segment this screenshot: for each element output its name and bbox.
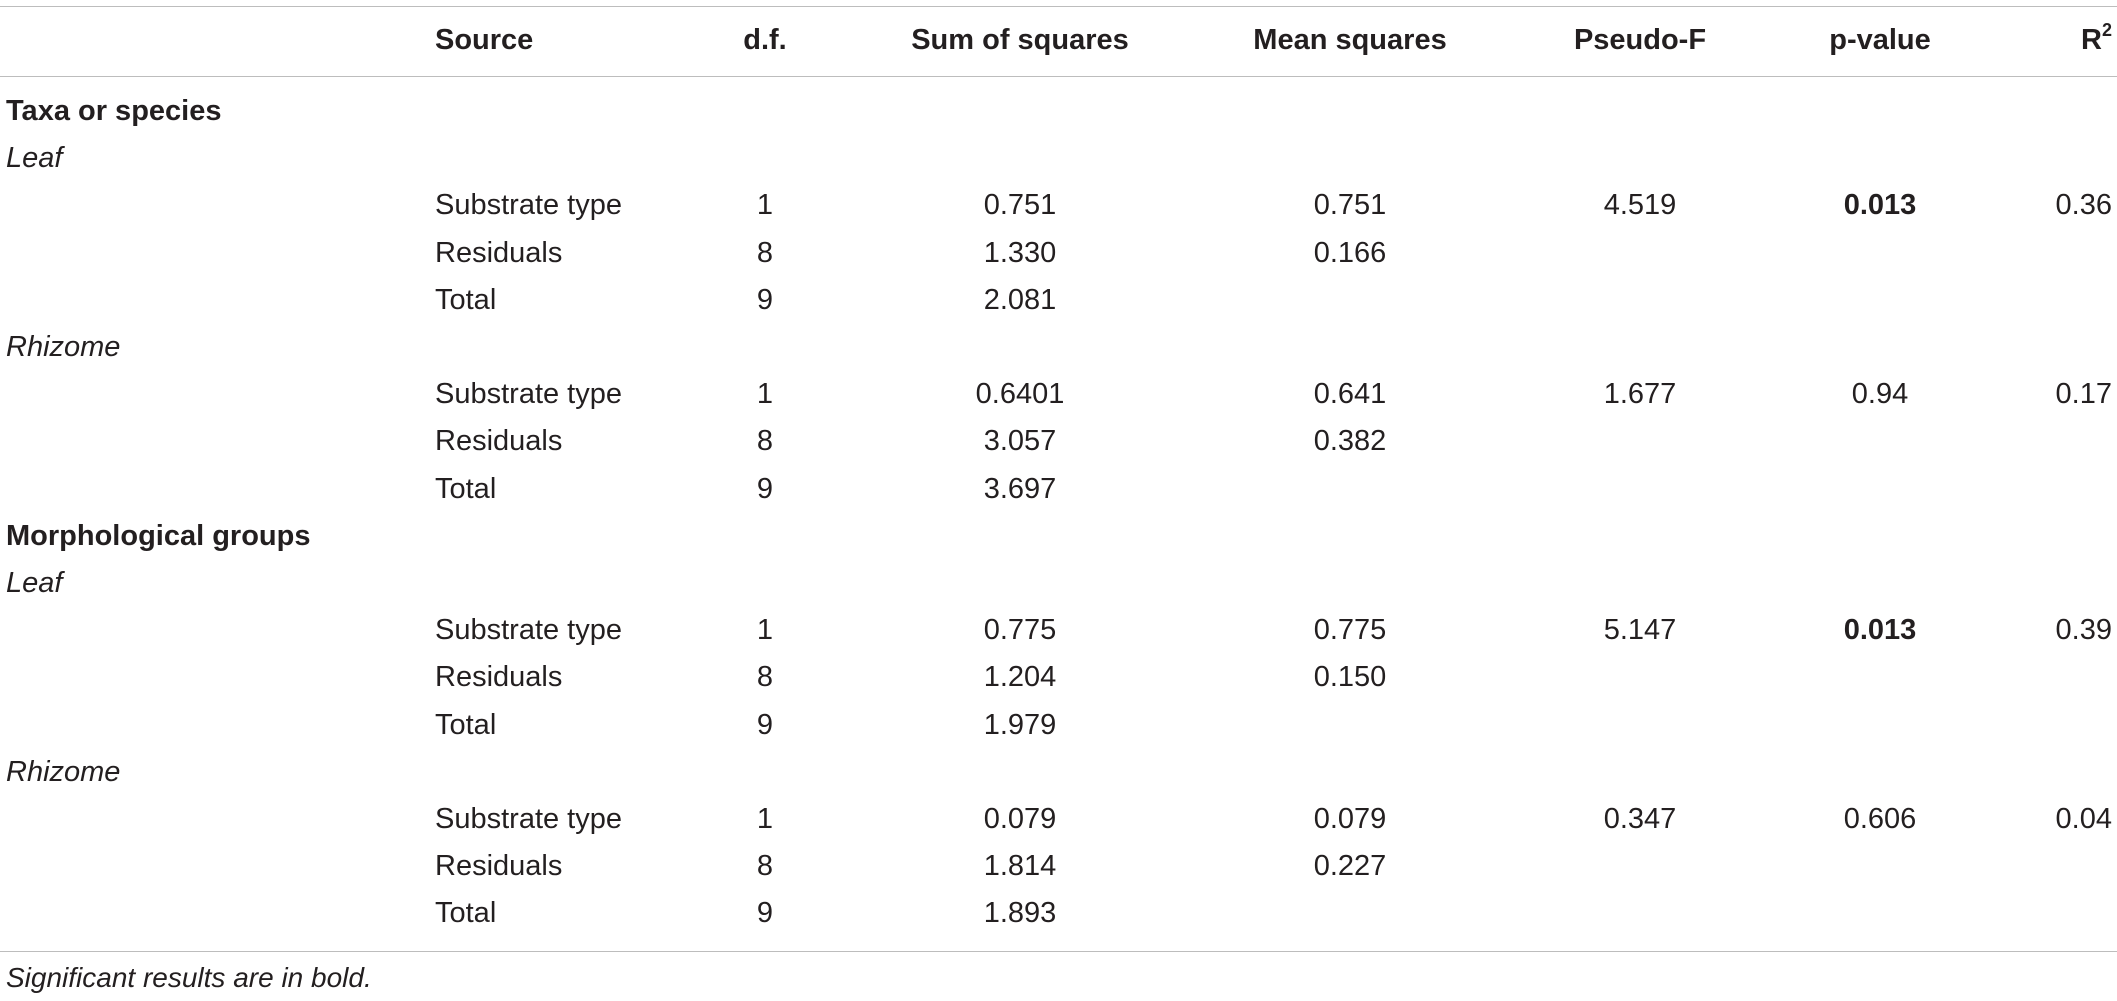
source-cell: Substrate type: [435, 803, 622, 835]
df-cell: 8: [756, 850, 774, 882]
table-row: Total 9 3.697: [0, 466, 2117, 513]
source-cell: Residuals: [435, 661, 563, 693]
df-cell: 1: [756, 614, 774, 646]
header-r2-superscript: 2: [2101, 20, 2112, 41]
subsection-title: Rhizome: [6, 331, 121, 363]
p-value-cell: 0.013: [1843, 614, 1917, 646]
table-row: Substrate type 1 0.6401 0.641 1.677 0.94 0.17: [0, 371, 2117, 418]
source-cell: Substrate type: [435, 614, 622, 646]
header-r-squared: R2: [2010, 17, 2112, 64]
r-squared-cell: 0.04: [2055, 803, 2112, 835]
mean-squares-cell: 0.382: [1313, 425, 1387, 457]
source-cell: Total: [435, 473, 497, 505]
sum-of-squares-cell: 1.814: [983, 850, 1057, 882]
df-cell: 1: [756, 803, 774, 835]
table-row: Residuals 8 1.814 0.227: [0, 843, 2117, 890]
header-sum-of-squares: Sum of squares: [911, 24, 1129, 56]
p-value-cell: 0.606: [1843, 803, 1917, 835]
table-row: Total 9 2.081: [0, 277, 2117, 324]
subsection-row: Leaf: [0, 560, 2117, 607]
sum-of-squares-cell: 1.893: [983, 897, 1057, 929]
header-p-value: p-value: [1829, 24, 1931, 56]
df-cell: 9: [756, 709, 774, 741]
df-cell: 9: [756, 284, 774, 316]
mean-squares-cell: 0.079: [1313, 803, 1387, 835]
r-squared-cell: 0.36: [2055, 189, 2112, 221]
header-source: Source: [435, 24, 534, 56]
subsection-title: Rhizome: [6, 756, 121, 788]
table-row: Substrate type 1 0.079 0.079 0.347 0.606 0.04: [0, 796, 2117, 843]
mean-squares-cell: 0.150: [1313, 661, 1387, 693]
table-row: Residuals 8 3.057 0.382: [0, 418, 2117, 465]
pseudo-f-cell: 1.677: [1603, 378, 1677, 410]
subsection-title: Leaf: [6, 142, 63, 174]
source-cell: Residuals: [435, 425, 563, 457]
table-bottom-rule: [0, 951, 2117, 952]
table-row: Residuals 8 1.204 0.150: [0, 654, 2117, 701]
df-cell: 8: [756, 425, 774, 457]
table-row: Substrate type 1 0.751 0.751 4.519 0.013 0.36: [0, 182, 2117, 229]
header-pseudo-f: Pseudo-F: [1573, 24, 1707, 56]
table-footnote: Significant results are in bold.: [6, 962, 372, 993]
subsection-row: Rhizome: [0, 324, 2117, 371]
mean-squares-cell: 0.751: [1313, 189, 1387, 221]
df-cell: 9: [756, 473, 774, 505]
pseudo-f-cell: 5.147: [1603, 614, 1677, 646]
header-mean-squares: Mean squares: [1253, 24, 1447, 56]
sum-of-squares-cell: 1.330: [983, 237, 1057, 269]
p-value-cell: 0.013: [1843, 189, 1917, 221]
table-row: Total 9 1.893: [0, 890, 2117, 937]
p-value-cell: 0.94: [1851, 378, 1909, 410]
sum-of-squares-cell: 3.697: [983, 473, 1057, 505]
source-cell: Total: [435, 897, 497, 929]
sum-of-squares-cell: 1.204: [983, 661, 1057, 693]
pseudo-f-cell: 4.519: [1603, 189, 1677, 221]
table-row: Substrate type 1 0.775 0.775 5.147 0.013 0.39: [0, 607, 2117, 654]
sum-of-squares-cell: 0.775: [983, 614, 1057, 646]
section-row: Taxa or species: [0, 88, 2117, 135]
mean-squares-cell: 0.641: [1313, 378, 1387, 410]
r-squared-cell: 0.17: [2055, 378, 2112, 410]
mean-squares-cell: 0.166: [1313, 237, 1387, 269]
table-header-rule: [0, 76, 2117, 77]
df-cell: 8: [756, 237, 774, 269]
table-top-rule: [0, 6, 2117, 7]
mean-squares-cell: 0.227: [1313, 850, 1387, 882]
sum-of-squares-cell: 3.057: [983, 425, 1057, 457]
source-cell: Total: [435, 709, 497, 741]
mean-squares-cell: 0.775: [1313, 614, 1387, 646]
pseudo-f-cell: 0.347: [1603, 803, 1677, 835]
source-cell: Substrate type: [435, 189, 622, 221]
sum-of-squares-cell: 0.751: [983, 189, 1057, 221]
sum-of-squares-cell: 2.081: [983, 284, 1057, 316]
section-title: Taxa or species: [6, 95, 222, 127]
sum-of-squares-cell: 0.079: [983, 803, 1057, 835]
table-row: Total 9 1.979: [0, 702, 2117, 749]
source-cell: Substrate type: [435, 378, 622, 410]
source-cell: Total: [435, 284, 497, 316]
section-row: Morphological groups: [0, 513, 2117, 560]
df-cell: 1: [756, 189, 774, 221]
header-r2-base: R: [2081, 24, 2102, 56]
table-row: Residuals 8 1.330 0.166: [0, 230, 2117, 277]
source-cell: Residuals: [435, 850, 563, 882]
source-cell: Residuals: [435, 237, 563, 269]
df-cell: 1: [756, 378, 774, 410]
section-title: Morphological groups: [6, 520, 311, 552]
sum-of-squares-cell: 0.6401: [975, 378, 1065, 410]
header-df: d.f.: [743, 24, 787, 56]
table-header-row: Source d.f. Sum of squares Mean squares …: [0, 17, 2117, 64]
df-cell: 8: [756, 661, 774, 693]
subsection-title: Leaf: [6, 567, 63, 599]
df-cell: 9: [756, 897, 774, 929]
subsection-row: Leaf: [0, 135, 2117, 182]
subsection-row: Rhizome: [0, 749, 2117, 796]
r-squared-cell: 0.39: [2055, 614, 2112, 646]
sum-of-squares-cell: 1.979: [983, 709, 1057, 741]
